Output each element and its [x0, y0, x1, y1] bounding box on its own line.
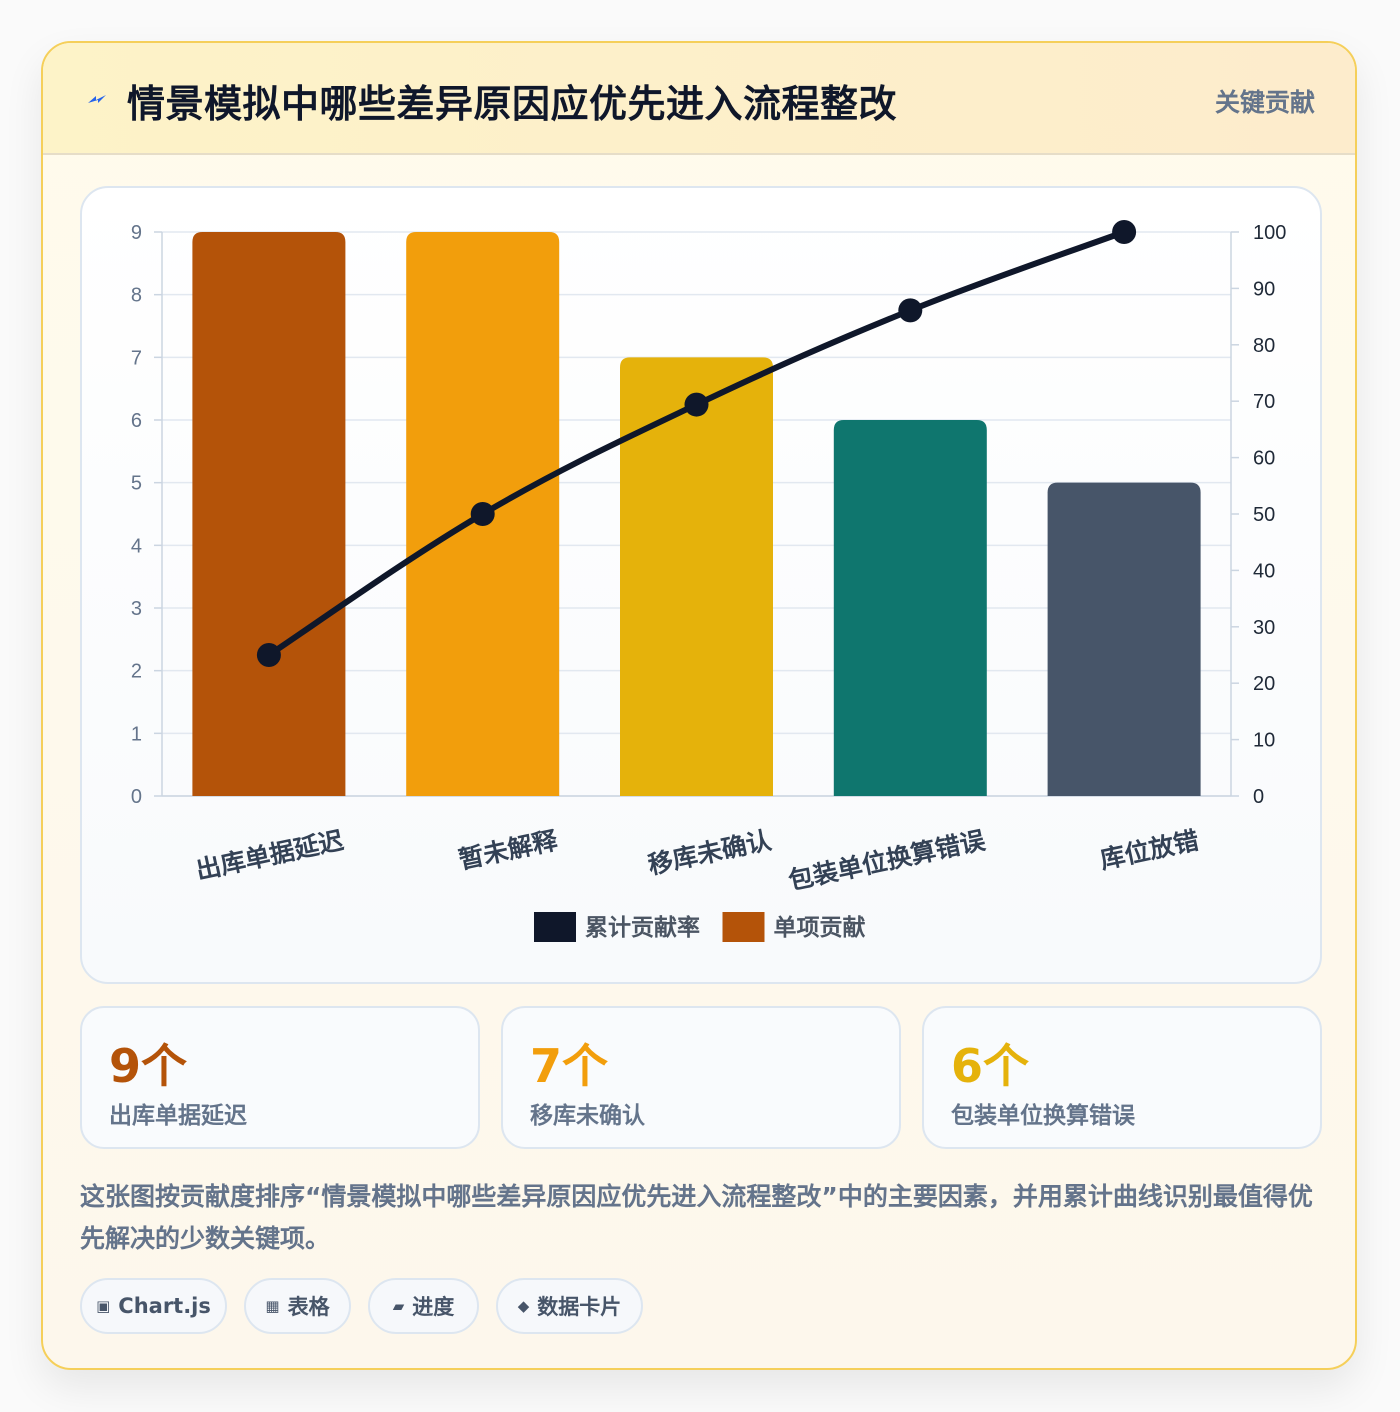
- y-right-tick-label: 50: [1253, 504, 1275, 526]
- stat-label: 移库未确认: [530, 1103, 645, 1129]
- bar: [833, 420, 987, 796]
- stat-label: 出库单据延迟: [109, 1103, 247, 1129]
- y-right-tick-label: 20: [1253, 673, 1275, 695]
- diamond-icon: ◆: [517, 1297, 530, 1315]
- stat-value: 6个: [951, 1039, 1030, 1093]
- chip-data-card[interactable]: ◆ 数据卡片: [496, 1278, 643, 1334]
- y-right-tick-label: 60: [1253, 448, 1275, 470]
- chip-table[interactable]: ▦ 表格: [244, 1278, 351, 1334]
- y-left-tick-label: 4: [131, 535, 142, 557]
- x-tick-label: 移库未确认: [645, 826, 773, 880]
- card-header: 情景模拟中哪些差异原因应优先进入流程整改 关键贡献: [43, 43, 1355, 155]
- cumulative-point: [256, 643, 281, 667]
- cumulative-point: [684, 392, 709, 417]
- y-right-tick-label: 70: [1253, 391, 1275, 413]
- cumulative-point: [1112, 220, 1137, 244]
- page-title: 情景模拟中哪些差异原因应优先进入流程整改: [127, 82, 898, 126]
- chip-label: Chart.js: [118, 1294, 211, 1318]
- cumulative-point: [470, 502, 495, 526]
- legend-label: 单项贡献: [774, 915, 866, 941]
- chip-label: 数据卡片: [537, 1295, 622, 1319]
- bar: [620, 357, 773, 796]
- stat-label: 包装单位换算错误: [951, 1103, 1135, 1129]
- header-tag: 关键贡献: [1214, 88, 1315, 117]
- x-tick-label: 出库单据延迟: [193, 826, 346, 886]
- y-right-tick-label: 80: [1253, 335, 1275, 357]
- chip-label: 表格: [287, 1295, 330, 1319]
- bar: [1047, 482, 1201, 796]
- legend-swatch: [534, 912, 576, 942]
- x-tick-label: 包装单位换算错误: [786, 825, 989, 895]
- y-right-tick-label: 100: [1253, 222, 1286, 244]
- y-left-tick-label: 9: [131, 222, 142, 244]
- chip-progress[interactable]: ▰ 进度: [368, 1278, 479, 1334]
- legend-swatch: [722, 912, 765, 942]
- y-left-tick-label: 3: [131, 598, 142, 620]
- chip-chartjs[interactable]: ▣ Chart.js: [80, 1278, 227, 1334]
- y-right-tick-label: 40: [1253, 560, 1275, 582]
- y-left-tick-label: 2: [131, 661, 142, 683]
- stat-card: 6个 包装单位换算错误: [922, 1006, 1322, 1149]
- y-left-tick-label: 7: [131, 347, 142, 369]
- y-left-tick-label: 0: [131, 786, 142, 808]
- pareto-chart: 0 1 2 3 4 5 6 7 8 9 0 10 20 30 40 50 60 70 80 90 100 出库单据延迟 暂未…: [80, 186, 1322, 984]
- stat-card: 9个 出库单据延迟: [80, 1006, 480, 1149]
- stat-card: 7个 移库未确认: [501, 1006, 901, 1149]
- y-right-tick-label: 0: [1253, 786, 1264, 808]
- legend-label: 累计贡献率: [585, 914, 700, 941]
- y-left-tick-label: 5: [131, 473, 142, 495]
- stat-value: 9个: [109, 1039, 188, 1093]
- chart-icon: ▣: [96, 1297, 111, 1315]
- x-tick-label: 暂未解释: [456, 825, 561, 874]
- table-icon: ▦: [265, 1297, 280, 1315]
- y-left-tick-label: 8: [131, 285, 142, 307]
- chip-label: 进度: [412, 1295, 455, 1319]
- stat-cards: 9个 出库单据延迟 7个 移库未确认 6个 包装单位换算错误: [80, 1006, 1322, 1149]
- lightning-icon: [88, 95, 106, 103]
- y-right-tick-label: 10: [1253, 730, 1275, 752]
- y-left-tick-label: 6: [131, 410, 142, 432]
- cumulative-point: [898, 298, 923, 323]
- chart-description: 这张图按贡献度排序“情景模拟中哪些差异原因应优先进入流程整改”中的主要因素，并用…: [80, 1182, 1313, 1253]
- y-right-tick-label: 90: [1253, 278, 1275, 300]
- y-left-tick-label: 1: [131, 723, 142, 745]
- dashboard-card: 情景模拟中哪些差异原因应优先进入流程整改 关键贡献 0 1 2 3 4 5 6 7 8 9 0 10 2…: [41, 41, 1357, 1370]
- stat-value: 7个: [530, 1039, 609, 1093]
- y-right-tick-label: 30: [1253, 617, 1275, 639]
- bar: [192, 232, 346, 796]
- x-tick-label: 库位放错: [1097, 826, 1201, 875]
- progress-icon: ▰: [392, 1297, 405, 1315]
